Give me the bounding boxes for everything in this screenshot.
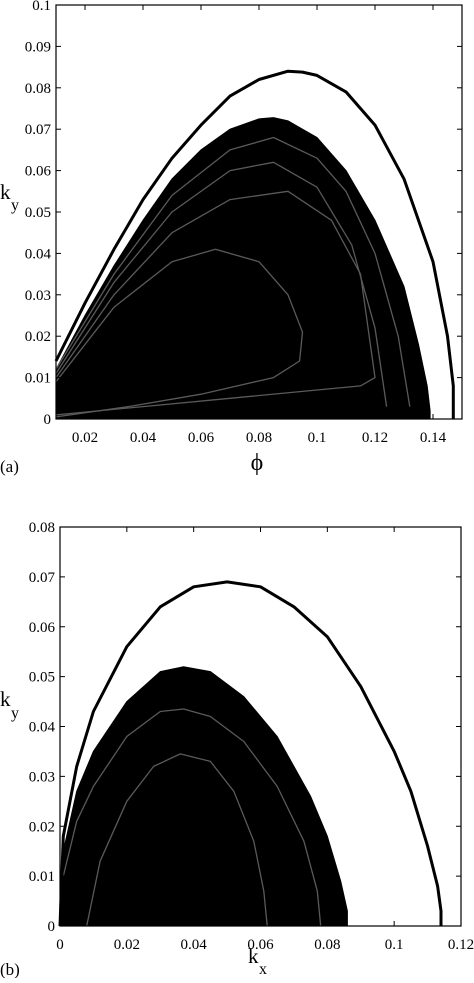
outer-curve-a — [54, 69, 455, 419]
x-tick-label-a: 0.08 — [246, 430, 272, 446]
chart-panel-a: 0.02 0.04 0.06 0.08 0.1 0.12 0.14 0 0.01 0.02 0.03… — [0, 0, 463, 476]
y-tick-label-b: 0.01 — [29, 869, 55, 885]
x-tick-label-b: 0.04 — [181, 937, 208, 953]
y-tick-label-a: 0.07 — [25, 122, 52, 138]
x-tick-label-b: 0.02 — [114, 937, 140, 953]
y-axis-label-sub-b: y — [11, 705, 19, 722]
x-axis-label-b: k — [248, 944, 259, 968]
chart-panel-b: 0 0.02 0.04 0.06 0.08 0.1 0.12 0 0.01 0.02 0.03 0.0… — [0, 520, 474, 979]
panel-label-b: (b) — [0, 960, 20, 978]
filled-region-a — [55, 117, 431, 420]
y-axis-label-sub-a: y — [11, 197, 19, 214]
x-tick-label-b: 0.12 — [448, 937, 474, 953]
y-tick-label-a: 0.06 — [25, 164, 52, 180]
plot-area-b — [58, 580, 443, 927]
y-tick-label-a: 0.1 — [32, 0, 51, 14]
x-tick-label-b: 0 — [56, 937, 64, 953]
inner-contour-a-1 — [55, 136, 411, 407]
axis-ticks-a: 0.02 0.04 0.06 0.08 0.1 0.12 0.14 0 0.01 0.02 0.03… — [25, 0, 462, 446]
filled-region-b — [59, 666, 348, 927]
inner-contour-b-2 — [86, 753, 268, 927]
axis-ticks-b: 0 0.02 0.04 0.06 0.08 0.1 0.12 0 0.01 0.02 0.03 0.0… — [29, 520, 474, 953]
y-tick-label-b: 0.07 — [29, 570, 56, 586]
y-tick-label-a: 0.04 — [25, 246, 52, 262]
x-axis-label-a: ϕ — [251, 450, 264, 476]
x-tick-label-b: 0.1 — [385, 937, 404, 953]
x-tick-label-a: 0.06 — [188, 430, 215, 446]
inner-contour-a-3 — [55, 190, 376, 416]
y-tick-label-b: 0.04 — [29, 720, 56, 736]
outer-curve-b — [58, 580, 443, 927]
y-tick-label-b: 0.05 — [29, 670, 55, 686]
y-tick-label-a: 0.08 — [25, 81, 51, 97]
inner-contour-b-1 — [62, 708, 322, 927]
y-axis-label-b: k — [0, 687, 11, 711]
x-tick-label-a: 0.14 — [420, 430, 447, 446]
y-tick-label-b: 0.08 — [29, 520, 55, 536]
x-tick-label-a: 0.1 — [308, 430, 327, 446]
y-tick-label-b: 0.06 — [29, 620, 56, 636]
x-axis-label-sub-b: x — [259, 961, 267, 978]
inner-contour-a-2 — [55, 161, 388, 407]
inner-contour-a-4 — [55, 248, 304, 418]
y-tick-label-a: 0.01 — [25, 371, 51, 387]
y-tick-label-a: 0.05 — [25, 205, 51, 221]
x-tick-label-b: 0.06 — [247, 937, 274, 953]
y-tick-label-b: 0.02 — [29, 819, 55, 835]
y-tick-label-b: 0.03 — [29, 769, 55, 785]
y-axis-label-a: k — [0, 180, 11, 204]
x-tick-label-a: 0.12 — [362, 430, 388, 446]
y-tick-label-a: 0 — [44, 412, 52, 428]
y-tick-label-a: 0.03 — [25, 288, 51, 304]
y-tick-label-a: 0.02 — [25, 329, 51, 345]
plot-area-a — [54, 69, 455, 420]
y-tick-label-a: 0.09 — [25, 39, 51, 55]
x-tick-label-b: 0.08 — [314, 937, 340, 953]
panel-label-a: (a) — [0, 457, 19, 476]
x-tick-label-a: 0.04 — [130, 430, 157, 446]
x-tick-label-a: 0.02 — [72, 430, 98, 446]
y-tick-label-b: 0 — [48, 919, 56, 935]
